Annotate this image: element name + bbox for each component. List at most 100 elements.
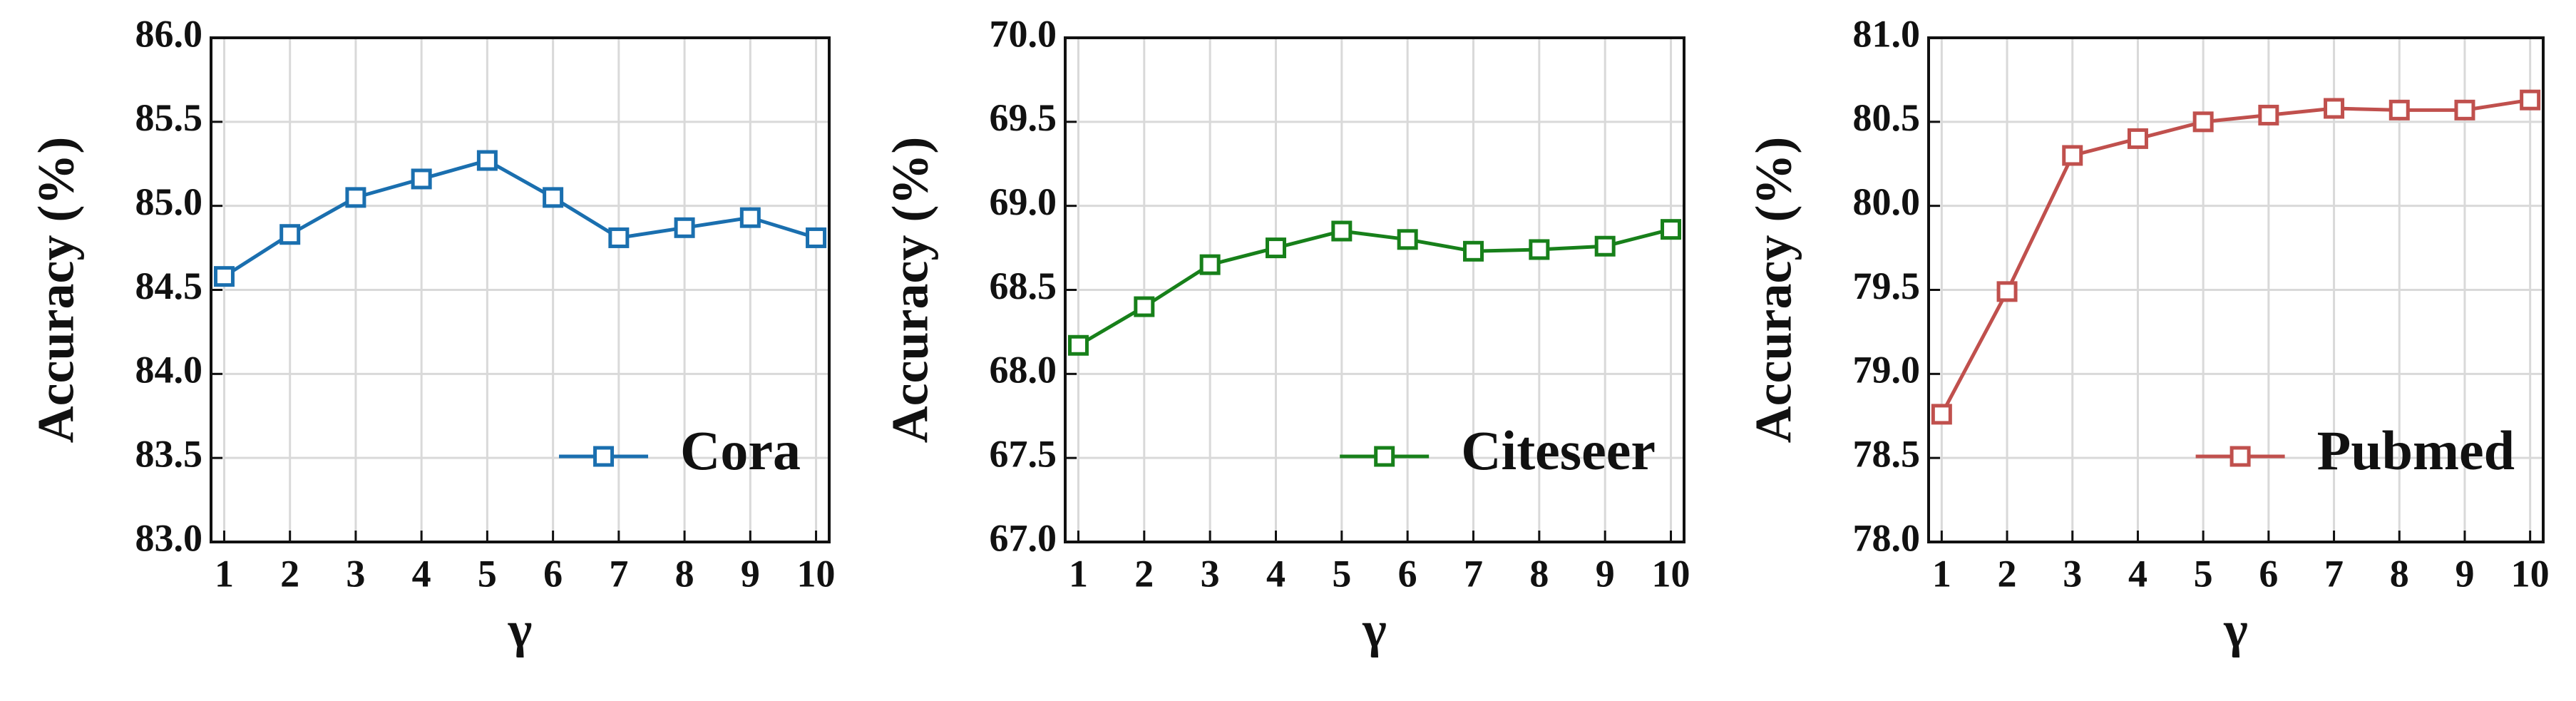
x-tick-label: 3 [1201, 552, 1220, 595]
x-tick-label: 3 [346, 552, 365, 595]
data-point [345, 187, 366, 208]
x-tick-label: 10 [797, 552, 836, 595]
plot-frame [210, 36, 831, 543]
y-tick-label: 85.0 [135, 180, 203, 223]
data-point [1067, 334, 1089, 356]
data-point [2324, 98, 2345, 119]
data-point [1661, 219, 1682, 240]
x-tick-label: 10 [2511, 552, 2550, 595]
y-tick-label: 78.0 [1853, 516, 1921, 559]
y-tick-label: 85.5 [135, 96, 203, 139]
x-axis-label: γ [508, 601, 533, 658]
x-tick-label: 9 [2455, 552, 2474, 595]
data-point [2192, 111, 2214, 133]
data-point [213, 266, 235, 287]
y-tick-label: 81.0 [1853, 12, 1921, 55]
data-point [608, 227, 630, 248]
y-tick-label: 84.5 [135, 265, 203, 307]
data-point [1331, 220, 1353, 242]
data-point [2127, 128, 2148, 149]
plot-frame [1927, 36, 2545, 543]
y-tick-label: 79.5 [1853, 265, 1921, 307]
y-axis-label: Accuracy (%) [1745, 137, 1802, 444]
legend-marker [1374, 446, 1395, 467]
y-tick-label: 68.5 [990, 265, 1057, 307]
data-point [1996, 281, 2018, 302]
y-axis-label: Accuracy (%) [882, 137, 939, 444]
data-point [476, 150, 498, 171]
data-line [223, 158, 817, 278]
x-tick-label: 7 [1464, 552, 1483, 595]
x-tick-label: 1 [1932, 552, 1951, 595]
x-tick-label: 6 [2259, 552, 2278, 595]
x-tick-label: 2 [1998, 552, 2017, 595]
y-tick-label: 80.0 [1853, 180, 1921, 223]
data-point [1134, 296, 1155, 317]
data-point [806, 227, 827, 248]
x-axis-label: γ [2223, 601, 2248, 658]
x-tick-label: 8 [675, 552, 694, 595]
x-tick-label: 9 [1596, 552, 1615, 595]
data-point [2258, 104, 2279, 126]
x-tick-label: 10 [1652, 552, 1690, 595]
y-tick-label: 70.0 [990, 12, 1057, 55]
data-point [2520, 89, 2541, 111]
y-tick-label: 83.0 [135, 516, 203, 559]
panel: 83.0 83.5 84.0 84.5 85.0 85.5 86.0 1 2 3 4 5 6 7 8 9 10 γ… [28, 12, 836, 657]
x-tick-label: 1 [215, 552, 234, 595]
x-tick-label: 6 [543, 552, 563, 595]
y-tick-label: 67.5 [990, 433, 1057, 476]
legend-label: Cora [680, 419, 801, 481]
data-point [1931, 404, 1952, 425]
data-point [1397, 229, 1418, 250]
y-tick-label: 86.0 [135, 12, 203, 55]
data-line [1940, 98, 2531, 416]
x-tick-label: 9 [741, 552, 760, 595]
x-tick-label: 2 [280, 552, 299, 595]
x-tick-label: 5 [478, 552, 497, 595]
y-tick-label: 68.0 [990, 349, 1057, 392]
x-tick-label: 8 [1529, 552, 1549, 595]
x-tick-label: 4 [1266, 552, 1286, 595]
y-tick-label: 84.0 [135, 349, 203, 392]
data-point [1463, 240, 1484, 262]
panel: 78.0 78.5 79.0 79.5 80.0 80.5 81.0 1 2 3 4 5 6 7 8 9 10 γ… [1745, 12, 2550, 657]
data-point [2388, 99, 2410, 121]
data-point [2454, 99, 2475, 121]
legend-label: Pubmed [2317, 419, 2515, 481]
y-tick-label: 80.5 [1853, 96, 1921, 139]
x-tick-label: 5 [1332, 552, 1351, 595]
panel: 67.0 67.5 68.0 68.5 69.0 69.5 70.0 1 2 3 4 5 6 7 8 9 10 γ… [882, 12, 1690, 657]
data-line [1077, 227, 1672, 347]
x-axis-label: γ [1362, 601, 1387, 658]
data-point [739, 207, 761, 228]
x-tick-label: 1 [1069, 552, 1088, 595]
y-axis-label: Accuracy (%) [28, 137, 85, 444]
x-tick-label: 8 [2390, 552, 2409, 595]
x-tick-label: 7 [609, 552, 628, 595]
legend-label: Citeseer [1461, 419, 1656, 481]
y-tick-label: 79.0 [1853, 349, 1921, 392]
x-tick-label: 4 [412, 552, 431, 595]
x-tick-label: 2 [1134, 552, 1154, 595]
data-point [1594, 235, 1616, 257]
legend-marker [2229, 446, 2251, 467]
data-point [674, 217, 695, 238]
x-tick-label: 5 [2194, 552, 2213, 595]
plot-frame [1064, 36, 1685, 543]
data-point [543, 187, 564, 208]
y-tick-label: 67.0 [990, 516, 1057, 559]
data-point [279, 224, 301, 245]
data-point [411, 168, 432, 190]
x-tick-label: 7 [2324, 552, 2344, 595]
data-point [1199, 254, 1221, 275]
data-point [1529, 239, 1550, 260]
data-point [1265, 237, 1286, 259]
legend-marker [593, 446, 615, 467]
x-tick-label: 4 [2128, 552, 2147, 595]
x-tick-label: 6 [1398, 552, 1417, 595]
y-tick-label: 78.5 [1853, 433, 1921, 476]
y-tick-label: 69.0 [990, 180, 1057, 223]
y-tick-label: 69.5 [990, 96, 1057, 139]
